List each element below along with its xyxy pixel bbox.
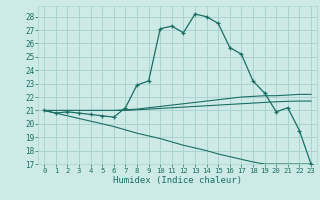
X-axis label: Humidex (Indice chaleur): Humidex (Indice chaleur) bbox=[113, 176, 242, 185]
